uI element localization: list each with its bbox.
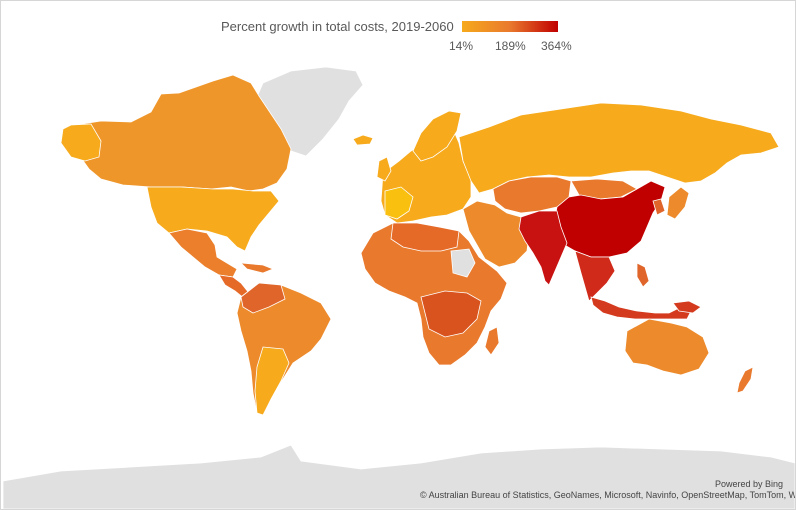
legend-color-bar: [462, 21, 558, 32]
region-northern-south-america[interactable]: [240, 282, 286, 314]
region-new-zealand[interactable]: [736, 366, 754, 394]
region-southeast-asia[interactable]: [574, 250, 616, 302]
region-western-europe[interactable]: [384, 186, 414, 220]
region-australia[interactable]: [624, 318, 710, 376]
region-iceland[interactable]: [352, 134, 374, 146]
legend-title: Percent growth in total costs, 2019-2060: [221, 19, 454, 34]
region-antarctica[interactable]: [2, 444, 795, 509]
region-russia[interactable]: [458, 102, 780, 194]
region-alaska[interactable]: [60, 123, 102, 162]
region-madagascar[interactable]: [484, 326, 500, 356]
powered-by-label: Powered by Bing: [714, 479, 783, 489]
region-canada[interactable]: [68, 74, 292, 192]
region-uk[interactable]: [376, 156, 392, 182]
region-philippines[interactable]: [636, 262, 650, 288]
region-north-africa[interactable]: [390, 222, 460, 252]
region-indonesia[interactable]: [590, 296, 692, 320]
region-japan[interactable]: [666, 186, 690, 220]
legend-max-label: 364%: [541, 39, 572, 53]
legend-min-label: 14%: [449, 39, 474, 53]
region-korea[interactable]: [652, 198, 666, 216]
region-mexico[interactable]: [168, 228, 238, 278]
region-scandinavia[interactable]: [412, 110, 462, 162]
region-caribbean[interactable]: [239, 262, 275, 274]
legend-mid-label: 189%: [495, 39, 526, 53]
region-south-asia[interactable]: [518, 210, 568, 286]
map-credits: © Australian Bureau of Statistics, GeoNa…: [420, 490, 796, 500]
region-southern-cone[interactable]: [254, 346, 290, 416]
region-middle-east[interactable]: [462, 200, 530, 268]
region-central-africa[interactable]: [420, 290, 482, 338]
region-new-guinea[interactable]: [672, 300, 702, 314]
region-no-data-north-africa[interactable]: [450, 248, 476, 278]
